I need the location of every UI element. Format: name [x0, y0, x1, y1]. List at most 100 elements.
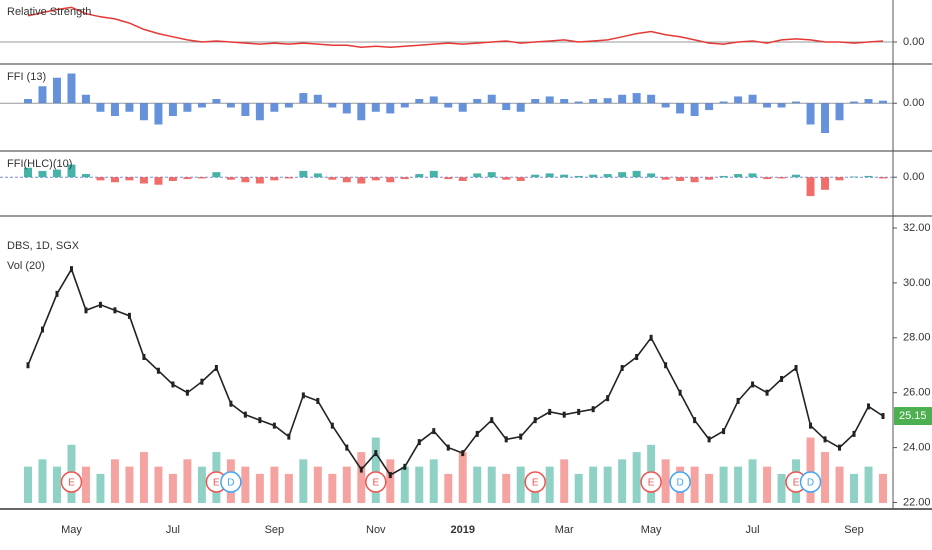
candle — [258, 417, 262, 424]
x-tick-label: Mar — [555, 524, 574, 536]
event-marker — [220, 471, 242, 493]
bar — [531, 174, 540, 178]
volume-title: Vol (20) — [7, 260, 45, 272]
bar — [342, 177, 351, 183]
bar — [110, 103, 119, 116]
bar — [676, 103, 685, 114]
bar — [545, 96, 554, 104]
bar — [589, 99, 598, 104]
candle — [446, 444, 450, 451]
volume-bar — [487, 466, 496, 503]
candle — [185, 389, 189, 396]
x-tick-label: Sep — [844, 524, 864, 536]
y-tick-label: 0.00 — [903, 97, 924, 109]
candle — [287, 433, 291, 440]
bar — [67, 164, 76, 178]
bar — [734, 174, 743, 178]
candle — [214, 364, 218, 371]
volume-bar — [545, 466, 554, 503]
bar — [705, 103, 714, 111]
volume-bar — [328, 473, 337, 503]
bar — [835, 177, 844, 181]
bar — [415, 174, 424, 178]
bar — [719, 101, 728, 104]
volume-bar — [574, 473, 583, 503]
bar — [676, 177, 685, 181]
candle — [606, 395, 610, 402]
volume-bar — [241, 466, 250, 503]
volume-bar — [183, 459, 192, 503]
candle — [780, 375, 784, 382]
volume-bar — [763, 466, 772, 503]
volume-bar — [284, 473, 293, 503]
event-label: D — [807, 478, 814, 489]
bar — [748, 94, 757, 104]
bar — [429, 96, 438, 104]
event-label: E — [372, 478, 379, 489]
event-label: E — [68, 478, 75, 489]
candle — [577, 408, 581, 415]
bar — [241, 103, 250, 116]
bar — [154, 177, 163, 185]
bar — [473, 173, 482, 178]
candle — [591, 406, 595, 413]
bar — [371, 177, 380, 181]
bar — [589, 174, 598, 178]
volume-bar — [386, 459, 395, 503]
bar — [618, 94, 627, 104]
candle — [113, 307, 117, 314]
event-label: D — [677, 478, 684, 489]
bar — [52, 77, 61, 104]
bar — [458, 177, 467, 181]
y-tick-label: 24.00 — [903, 442, 931, 454]
bar — [763, 103, 772, 108]
bar — [284, 103, 293, 108]
rs-line — [27, 6, 884, 49]
y-tick-label: 0.00 — [903, 36, 924, 48]
bar — [516, 103, 525, 112]
volume-bar — [415, 466, 424, 503]
bar — [748, 173, 757, 178]
event-marker — [799, 471, 822, 493]
volume-bar — [864, 466, 873, 503]
bar — [342, 103, 351, 114]
bar — [400, 103, 409, 108]
volume-bar — [473, 466, 482, 503]
event-label: E — [793, 478, 800, 489]
candle — [461, 450, 465, 457]
candle — [388, 472, 392, 479]
volume-bar — [821, 452, 830, 503]
event-marker — [60, 471, 83, 493]
bar — [313, 173, 322, 178]
candle — [620, 364, 624, 371]
volume-bar — [400, 466, 409, 503]
bar — [502, 177, 511, 180]
event-label: E — [648, 478, 655, 489]
pane-title: DBS, 1D, SGX — [7, 240, 80, 252]
candle — [374, 450, 378, 457]
volume-bar — [705, 473, 714, 503]
bar — [96, 177, 105, 181]
pane-title: FFI(HLC)(10) — [7, 158, 72, 170]
bar — [661, 103, 670, 108]
y-tick-label: 32.00 — [903, 222, 931, 234]
volume-bar — [835, 466, 844, 503]
bar — [429, 170, 438, 178]
bar — [806, 103, 815, 125]
bar — [777, 103, 786, 108]
y-tick-label: 30.00 — [903, 277, 931, 289]
last-price-label: 25.15 — [899, 410, 927, 422]
bar — [647, 173, 656, 178]
bar — [226, 177, 235, 180]
candle — [84, 307, 88, 314]
event-label: E — [213, 478, 220, 489]
bar — [110, 177, 119, 183]
x-tick-label: May — [641, 524, 662, 536]
volume-bar — [357, 452, 366, 503]
bar — [183, 103, 192, 112]
event-label: D — [227, 478, 234, 489]
bar — [154, 103, 163, 125]
bar — [516, 177, 525, 181]
bar — [864, 175, 873, 178]
